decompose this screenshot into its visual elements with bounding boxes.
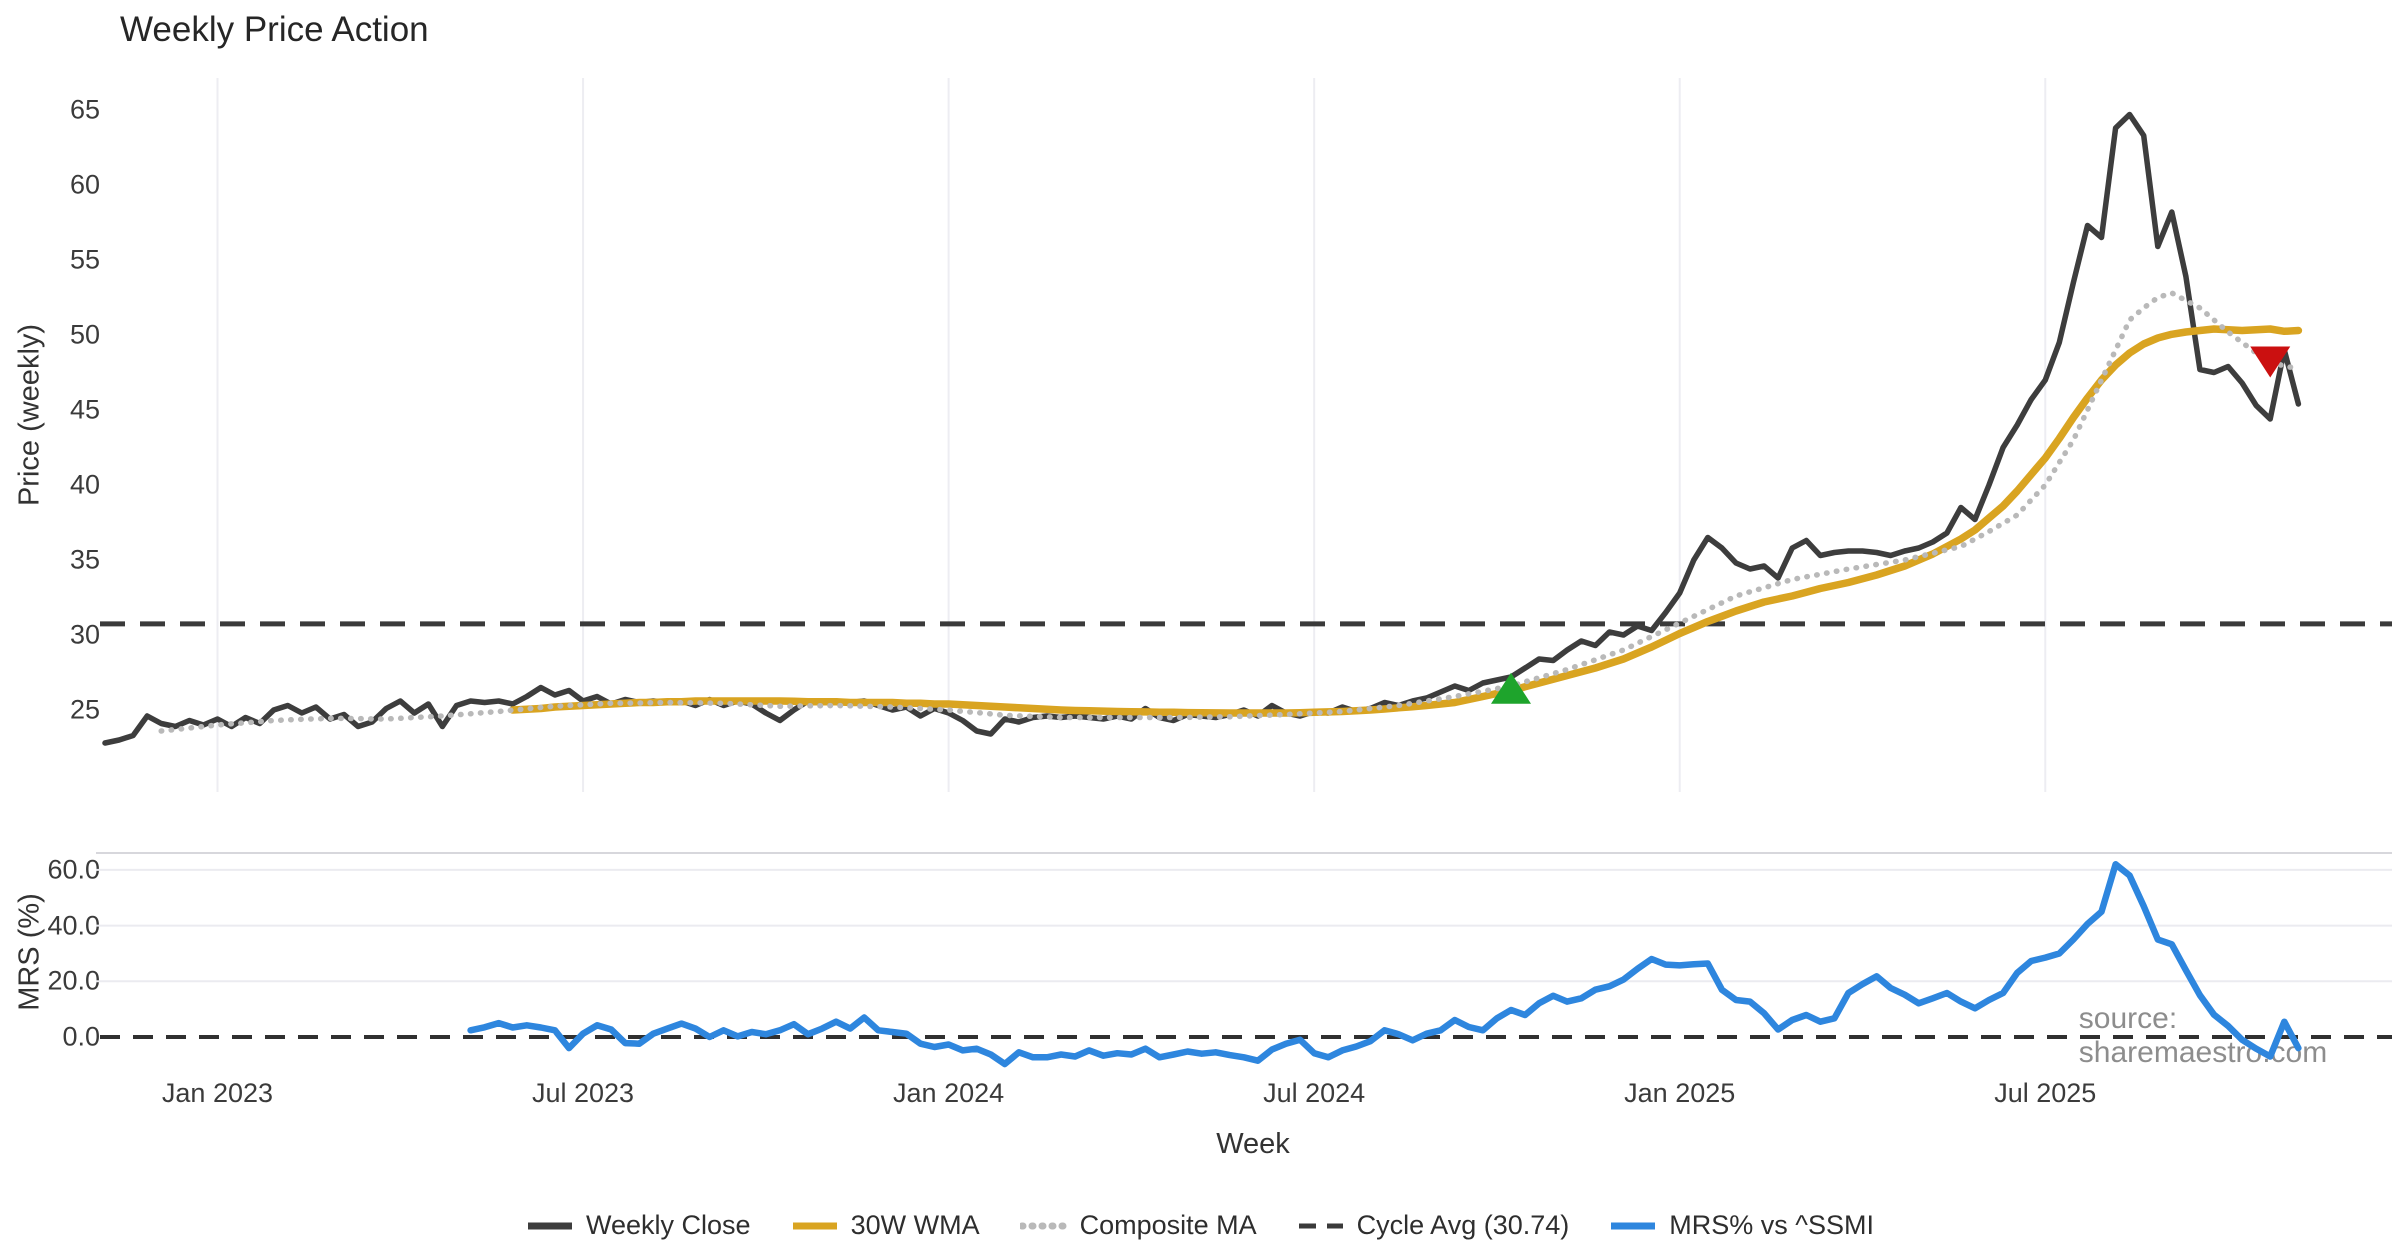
mrs-ytick: 0.0 [62,1021,100,1052]
legend-item-wma: 30W WMA [791,1210,980,1241]
legend-swatch-weekly-close [528,1222,573,1229]
series-30w-wma [508,325,2303,717]
legend-label: Cycle Avg (30.74) [1356,1210,1570,1240]
chart-title: Weekly Price Action [120,10,429,49]
x-tick: Jul 2023 [531,1078,635,1108]
legend: Weekly Close 30W WMA Composite MA Cycle Avg… [0,1210,2400,1241]
legend-label: Composite MA [1079,1210,1257,1240]
x-tick: Jan 2023 [161,1078,274,1108]
price-ytick: 40 [69,469,100,500]
price-ytick: 45 [69,394,100,425]
mrs-ytick: 40.0 [47,910,100,941]
price-ytick: 55 [69,244,100,275]
legend-item-weekly-close: Weekly Close [526,1210,751,1241]
legend-item-mrs: MRS% vs ^SSMI [1609,1210,1874,1241]
series-mrs-vs-ssmi [467,861,2302,1068]
buy-signal-marker [1491,672,1531,704]
series-weekly-close [102,111,2302,746]
sell-signal-marker [2250,346,2291,378]
series-composite-ma [158,290,2302,734]
price-ytick: 30 [69,619,100,650]
legend-label: MRS% vs ^SSMI [1669,1210,1874,1240]
x-tick: Jul 2025 [1994,1078,2097,1108]
legend-label: 30W WMA [850,1210,980,1240]
price-ytick: 25 [69,694,100,725]
x-tick: Jul 2024 [1263,1078,1366,1108]
legend-swatch-mrs [1611,1222,1656,1229]
price-ytick: 50 [69,319,100,350]
legend-swatch-composite [1019,1222,1068,1229]
mrs-ytick: 20.0 [47,965,100,996]
legend-swatch-cycle-avg [1298,1223,1343,1228]
x-axis-label: Week [1216,1128,1290,1160]
x-tick: Jan 2025 [1624,1078,1736,1108]
mrs-ytick: 60.0 [47,854,100,885]
x-tick: Jan 2024 [893,1078,1005,1108]
legend-item-composite: Composite MA [1019,1210,1257,1241]
legend-label: Weekly Close [586,1210,751,1240]
legend-item-cycle-avg: Cycle Avg (30.74) [1297,1210,1570,1241]
source-watermark: source: sharemaestro.com [2078,1002,2328,1069]
price-ytick: 65 [69,94,100,125]
price-ytick: 35 [69,544,100,575]
legend-swatch-wma [792,1222,837,1229]
price-ytick: 60 [69,169,100,200]
